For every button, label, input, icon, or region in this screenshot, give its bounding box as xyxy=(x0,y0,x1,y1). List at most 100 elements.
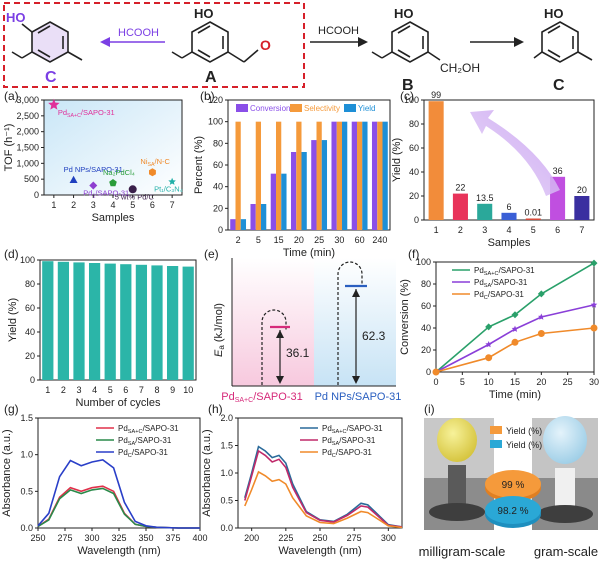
bar-b-1-3 xyxy=(296,121,302,230)
point-label-a-1: Pd NPs/SAPO-31 xyxy=(64,165,123,174)
legend-h-label-0: PdSA+C/SAPO-31 xyxy=(322,424,383,435)
xtick-label-a-0: 1 xyxy=(51,200,56,210)
point-a-6 xyxy=(168,177,176,185)
bar-b-2-4 xyxy=(321,140,328,230)
point-a-1 xyxy=(69,175,78,183)
ytick-label-c-4: 80 xyxy=(409,119,419,129)
bar-d-6 xyxy=(135,264,148,380)
xtick-label-c-2: 3 xyxy=(482,225,487,235)
xtick-label-f-3: 15 xyxy=(510,377,520,387)
point-a-2 xyxy=(89,181,98,190)
xlabel-g: Wavelength (nm) xyxy=(77,545,160,557)
point-f-1-1 xyxy=(485,341,492,348)
legend-f-label-0: PdSA+C/SAPO-31 xyxy=(474,266,535,277)
ytick-label-a-5: 2,500 xyxy=(16,111,39,121)
series-line-h-1 xyxy=(244,449,403,528)
bar-b-0-5 xyxy=(331,121,337,230)
legend-h-label-2: PdC/SAPO-31 xyxy=(322,448,372,459)
panel-label-g: (g) xyxy=(4,402,19,416)
point-f-2-1 xyxy=(485,354,493,362)
ytick-label-g-0: 0.0 xyxy=(20,523,33,533)
point-f-0-2 xyxy=(511,311,519,319)
point-f-2-2 xyxy=(511,338,519,346)
scheme-label-a: A xyxy=(205,69,217,86)
xtick-label-h-4: 300 xyxy=(381,533,396,543)
ytick-label-c-2: 40 xyxy=(409,167,419,177)
caption-gram: gram-scale xyxy=(534,544,598,559)
ytick-label-a-4: 2,000 xyxy=(16,127,39,137)
ytick-label-b-1: 20 xyxy=(213,203,223,213)
data-label-c-4: 0.01 xyxy=(525,208,543,218)
bar-b-2-2 xyxy=(281,173,287,230)
bar-d-4 xyxy=(104,263,116,380)
ylabel-g: Absorbance (a.u.) xyxy=(1,429,13,516)
ea-value-right: 62.3 xyxy=(362,329,386,343)
ytick-label-d-2: 40 xyxy=(25,327,35,337)
point-f-1-2 xyxy=(511,325,519,332)
molecule-c-left xyxy=(11,21,83,63)
ytick-label-a-0: 0 xyxy=(34,190,39,200)
reaction-scheme: HO C HCOOH HO O A HCOOH HO CH₂OH B xyxy=(3,2,593,94)
bar-b-0-4 xyxy=(311,140,317,230)
xtick-label-b-4: 25 xyxy=(314,235,324,245)
legend-g-label-1: PdSA/SAPO-31 xyxy=(118,436,172,447)
legend-b-label-1: Selectivity xyxy=(304,104,340,113)
ea-label-right: Pd NPs/SAPO-31 xyxy=(315,391,402,403)
ytick-label-g-2: 1.0 xyxy=(20,450,33,460)
legend-i-label-1: Yield (%) xyxy=(506,426,542,436)
legend-i-label-2: Yield (%) xyxy=(506,440,542,450)
ea-arrowhead-right xyxy=(352,289,360,297)
ytick-label-a-1: 500 xyxy=(24,174,39,184)
xtick-label-b-5: 30 xyxy=(334,235,344,245)
arrow-head-c-right xyxy=(514,37,524,47)
point-label-a-0: PdSA+C/SAPO-31 xyxy=(58,108,115,119)
xtick-label-d-1: 2 xyxy=(61,385,66,395)
xtick-label-g-6: 400 xyxy=(192,533,207,543)
xtick-label-c-1: 2 xyxy=(458,225,463,235)
ytick-label-b-5: 100 xyxy=(208,117,223,127)
scheme-label-c-right: C xyxy=(553,77,565,94)
xtick-label-b-2: 15 xyxy=(274,235,284,245)
ea-value-left: 36.1 xyxy=(286,346,310,360)
bar-b-0-0 xyxy=(230,219,236,230)
xtick-label-b-0: 2 xyxy=(236,235,241,245)
point-f-2-3 xyxy=(537,330,545,337)
xtick-label-d-5: 6 xyxy=(123,385,128,395)
xtick-label-d-3: 4 xyxy=(92,385,97,395)
scheme-oh-c-left: HO xyxy=(6,10,26,25)
balloon-right xyxy=(543,416,587,464)
series-line-h-2 xyxy=(244,470,403,529)
xtick-label-g-1: 275 xyxy=(57,533,72,543)
legend-b-swatch-2 xyxy=(344,104,356,112)
xtick-label-c-6: 7 xyxy=(579,225,584,235)
series-line-g-0 xyxy=(37,485,200,529)
xtick-label-g-0: 250 xyxy=(30,533,45,543)
bar-b-2-6 xyxy=(362,121,368,230)
arrow-head-c xyxy=(100,37,110,47)
arrow-head-b xyxy=(358,37,368,47)
data-label-c-6: 20 xyxy=(577,185,587,195)
ytick-label-h-0: 0.0 xyxy=(220,523,233,533)
ea-arrowhead-right-bottom xyxy=(352,376,360,384)
legend-f-label-2: PdC/SAPO-31 xyxy=(474,290,524,301)
bar-c-0 xyxy=(428,101,444,220)
xtick-label-f-6: 30 xyxy=(589,377,599,387)
panel-label-f: (f) xyxy=(408,247,419,261)
ylabel-a: TOF (h⁻¹) xyxy=(3,124,15,172)
xlabel-h: Wavelength (nm) xyxy=(278,545,361,557)
panel-label-h: (h) xyxy=(208,402,223,416)
ytick-label-d-3: 60 xyxy=(25,303,35,313)
axes-frame-d xyxy=(39,259,197,381)
panel-e-band-left xyxy=(232,258,314,386)
xtick-label-a-5: 6 xyxy=(150,200,155,210)
pie-blue xyxy=(485,496,541,524)
panel-label-e: (e) xyxy=(204,247,219,261)
xlabel-b: Time (min) xyxy=(283,247,335,259)
bar-c-2 xyxy=(477,203,493,220)
point-f-0-4 xyxy=(590,259,598,267)
point-label-a-6: Pt₁/C₃N₄ xyxy=(154,185,183,194)
flask-right xyxy=(555,468,575,508)
molecule-c-right xyxy=(533,21,593,63)
